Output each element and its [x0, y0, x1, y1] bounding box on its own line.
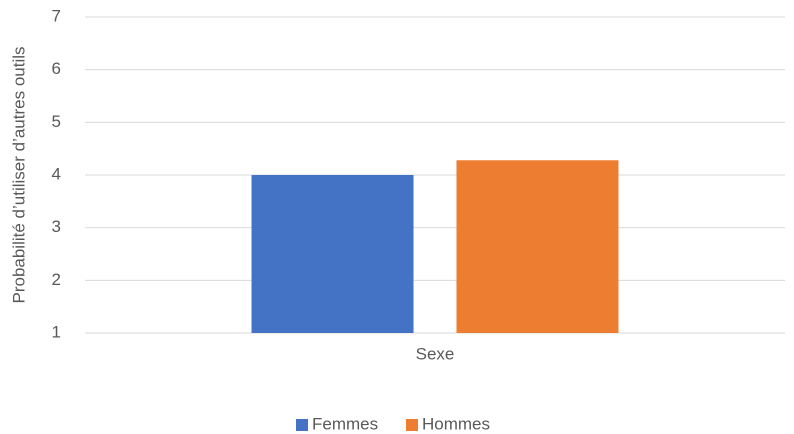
y-tick-label: 4 [52, 164, 61, 183]
legend-swatch [296, 419, 308, 431]
y-tick-label: 3 [52, 217, 61, 236]
y-tick-label: 5 [52, 112, 61, 131]
legend-label: Hommes [422, 414, 490, 433]
legend-swatch [406, 419, 418, 431]
y-tick-label: 1 [52, 322, 61, 341]
y-axis-title: Probabilité d’utiliser d’autres outils [9, 46, 28, 303]
y-tick-label: 7 [52, 6, 61, 25]
y-tick-label: 6 [52, 59, 61, 78]
bar [251, 175, 414, 333]
x-tick-label: Sexe [416, 344, 455, 363]
bar [456, 160, 619, 333]
y-tick-label: 2 [52, 270, 61, 289]
legend-label: Femmes [312, 414, 378, 433]
